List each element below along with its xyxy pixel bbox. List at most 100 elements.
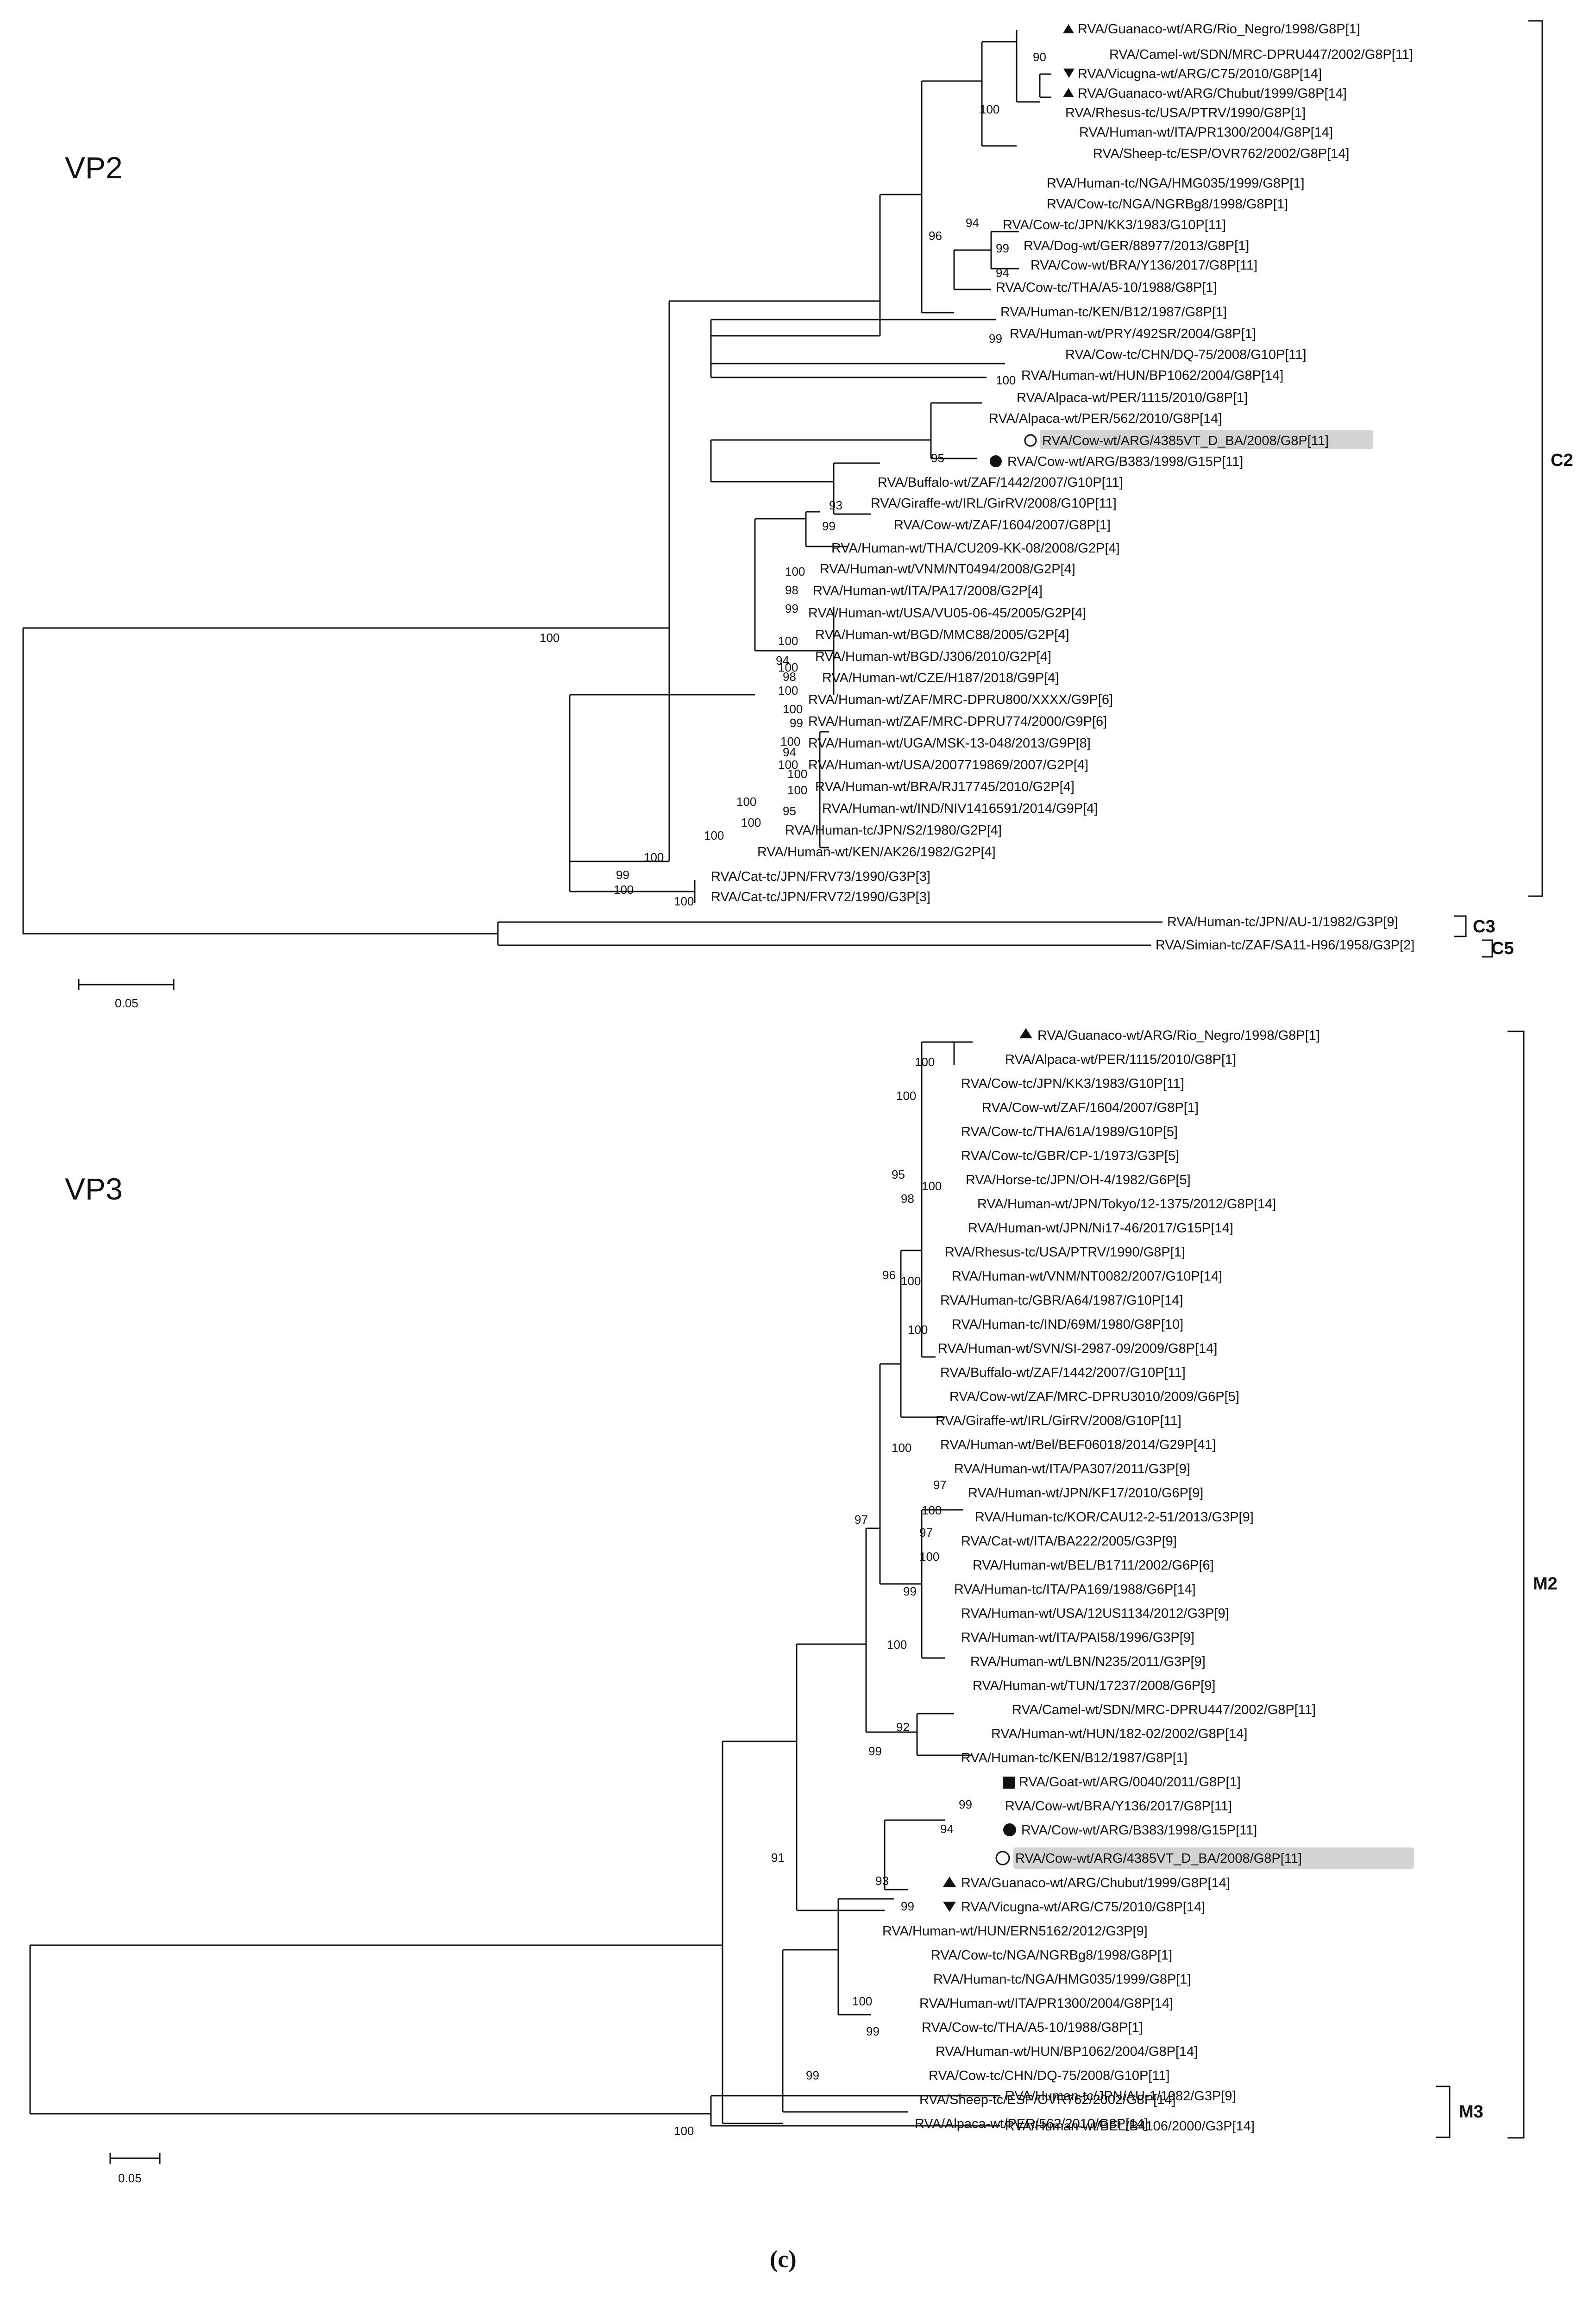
vp2-tip-label: RVA/Human-wt/USA/2007719869/2007/G2P[4] xyxy=(808,758,1088,773)
vp3-tip-label: RVA/Human-wt/ITA/PAI58/1996/G3P[9] xyxy=(961,1630,1194,1645)
vp2-branches xyxy=(22,30,1162,946)
bootstrap-value: 99 xyxy=(903,1584,917,1598)
vp3-tip-label: RVA/Cow-wt/BRA/Y136/2017/G8P[11] xyxy=(1005,1799,1232,1814)
open-circle-icon xyxy=(1024,434,1037,447)
clade-bracket-m3 xyxy=(1436,2085,1451,2138)
bootstrap-value: 99 xyxy=(790,716,803,730)
vp2-tip: RVA/Cat-tc/JPN/FRV72/1990/G3P[3] xyxy=(711,890,930,905)
bootstrap-value: 100 xyxy=(915,1055,935,1069)
vp3-tip-label: RVA/Human-wt/LBN/N235/2011/G3P[9] xyxy=(970,1654,1206,1669)
filled-square-icon xyxy=(1003,1777,1015,1789)
vp3-tip: RVA/Human-wt/BEL/B1711/2002/G6P[6] xyxy=(973,1558,1214,1573)
vp3-tip: RVA/Cow-tc/THA/A5-10/1988/G8P[1] xyxy=(922,2020,1143,2035)
bootstrap-value: 99 xyxy=(866,2024,880,2038)
vp2-tip: RVA/Human-wt/USA/2007719869/2007/G2P[4] xyxy=(808,758,1088,773)
vp3-tip-label: RVA/Rhesus-tc/USA/PTRV/1990/G8P[1] xyxy=(945,1245,1185,1260)
vp3-tip-label: RVA/Camel-wt/SDN/MRC-DPRU447/2002/G8P[11… xyxy=(1012,1702,1316,1717)
vp3-tip: RVA/Human-wt/LBN/N235/2011/G3P[9] xyxy=(970,1654,1206,1669)
bootstrap-value: 100 xyxy=(892,1441,911,1455)
vp2-tip-label: RVA/Cow-tc/CHN/DQ-75/2008/G10P[11] xyxy=(1065,347,1307,362)
bootstrap-value: 99 xyxy=(989,332,1002,345)
vp3-tip-label: RVA/Human-wt/HUN/ERN5162/2012/G3P[9] xyxy=(882,1924,1148,1939)
vp3-tip: RVA/Human-tc/ITA/PA169/1988/G6P[14] xyxy=(954,1582,1196,1597)
vp3-tip: RVA/Human-wt/ITA/PR1300/2004/G8P[14] xyxy=(919,1996,1173,2011)
vp2-tip: RVA/Giraffe-wt/IRL/GirRV/2008/G10P[11] xyxy=(871,496,1117,511)
vp2-panel: VP2 RVA/Guanaco-wt xyxy=(22,20,1573,1010)
vp3-tip: RVA/Cow-wt/ARG/B383/1998/G15P[11] xyxy=(1003,1823,1257,1838)
vp3-tip: RVA/Human-tc/NGA/HMG035/1999/G8P[1] xyxy=(933,1972,1191,1987)
vp2-tip: RVA/Cat-tc/JPN/FRV73/1990/G3P[3] xyxy=(711,869,930,884)
clade-label-m3: M3 xyxy=(1459,2102,1483,2122)
bootstrap-value: 100 xyxy=(614,883,634,897)
bootstrap-value: 95 xyxy=(892,1168,905,1181)
clade-label-c2: C2 xyxy=(1551,451,1573,470)
bootstrap-value: 99 xyxy=(959,1797,972,1811)
vp3-tip-label: RVA/Human-tc/IND/69M/1980/G8P[10] xyxy=(952,1317,1183,1332)
vp3-bootstrap-values: 100 100 95 100 98 96 100 100 100 97 100 … xyxy=(674,1055,972,2138)
bootstrap-value: 100 xyxy=(778,684,798,697)
vp3-tip: RVA/Giraffe-wt/IRL/GirRV/2008/G10P[11] xyxy=(936,1413,1181,1428)
vp3-tip: RVA/Human-wt/JPN/KF17/2010/G6P[9] xyxy=(968,1486,1203,1501)
bootstrap-value: 100 xyxy=(778,660,798,674)
vp3-tip-label: RVA/Human-wt/BEL/B4106/2000/G3P[14] xyxy=(1005,2119,1255,2134)
vp3-tip-label: RVA/Cow-tc/THA/61A/1989/G10P[5] xyxy=(961,1124,1178,1139)
vp2-tip: RVA/Dog-wt/GER/88977/2013/G8P[1] xyxy=(1024,239,1249,253)
vp2-tip: RVA/Human-wt/BRA/RJ17745/2010/G2P[4] xyxy=(815,779,1074,794)
vp2-tip: RVA/Sheep-tc/ESP/OVR762/2002/G8P[14] xyxy=(1093,146,1349,161)
vp3-tip-label: RVA/Human-tc/KEN/B12/1987/G8P[1] xyxy=(961,1751,1188,1765)
vp3-tip: RVA/Human-wt/JPN/Ni17-46/2017/G15P[14] xyxy=(968,1221,1233,1236)
vp3-tip: RVA/Cow-tc/THA/61A/1989/G10P[5] xyxy=(961,1124,1178,1139)
vp3-tip: RVA/Cow-tc/GBR/CP-1/1973/G3P[5] xyxy=(961,1149,1179,1163)
vp2-tip: RVA/Cow-tc/THA/A5-10/1988/G8P[1] xyxy=(996,280,1217,295)
vp3-tip: RVA/Camel-wt/SDN/MRC-DPRU447/2002/G8P[11… xyxy=(1012,1702,1316,1717)
vp3-tip-label: RVA/Human-wt/BEL/B1711/2002/G6P[6] xyxy=(973,1558,1214,1573)
vp3-tip-label: RVA/Vicugna-wt/ARG/C75/2010/G8P[14] xyxy=(961,1900,1205,1915)
bootstrap-value: 100 xyxy=(785,565,805,578)
vp2-clade-brackets: C2 C3 C5 xyxy=(1454,20,1573,958)
vp2-tip: RVA/Human-tc/JPN/AU-1/1982/G3P[9] xyxy=(1167,915,1398,930)
vp3-tip: RVA/Human-wt/HUN/BP1062/2004/G8P[14] xyxy=(936,2044,1198,2059)
bootstrap-value: 97 xyxy=(855,1513,868,1526)
scale-bar-line xyxy=(109,2153,161,2164)
highlight-box xyxy=(1040,430,1373,449)
vp3-tip-label: RVA/Guanaco-wt/ARG/Rio_Negro/1998/G8P[1] xyxy=(1037,1028,1320,1043)
vp2-tip-label: RVA/Human-tc/NGA/HMG035/1999/G8P[1] xyxy=(1047,176,1305,191)
vp2-tip: RVA/Cow-tc/CHN/DQ-75/2008/G10P[11] xyxy=(1065,347,1307,362)
bootstrap-value: 100 xyxy=(704,829,724,842)
bootstrap-value: 90 xyxy=(1033,50,1046,64)
bootstrap-value: 97 xyxy=(919,1526,933,1539)
vp3-tip: RVA/Human-tc/IND/69M/1980/G8P[10] xyxy=(952,1317,1183,1332)
vp2-tip-label: RVA/Vicugna-wt/ARG/C75/2010/G8P[14] xyxy=(1078,67,1322,82)
vp2-tip: RVA/Human-wt/THA/CU209-KK-08/2008/G2P[4] xyxy=(831,541,1120,556)
filled-circle-icon xyxy=(1003,1823,1016,1836)
vp2-title: VP2 xyxy=(65,151,123,185)
vp3-tip: RVA/Human-wt/HUN/ERN5162/2012/G3P[9] xyxy=(882,1924,1148,1939)
vp3-tip: RVA/Human-tc/KOR/CAU12-2-51/2013/G3P[9] xyxy=(975,1510,1254,1525)
bootstrap-value: 100 xyxy=(778,758,798,772)
bootstrap-value: 100 xyxy=(674,2124,694,2138)
vp2-tip-label: RVA/Human-wt/KEN/AK26/1982/G2P[4] xyxy=(757,845,996,860)
vp2-tip: RVA/Human-tc/JPN/S2/1980/G2P[4] xyxy=(785,823,1002,838)
bootstrap-value: 99 xyxy=(901,1899,914,1913)
vp2-tip-label: RVA/Human-wt/THA/CU209-KK-08/2008/G2P[4] xyxy=(831,541,1120,556)
vp3-tip-label: RVA/Goat-wt/ARG/0040/2011/G8P[1] xyxy=(1019,1775,1241,1790)
vp3-tip-label: RVA/Human-wt/SVN/SI-2987-09/2009/G8P[14] xyxy=(938,1341,1217,1356)
vp2-tip-label: RVA/Human-wt/VNM/NT0494/2008/G2P[4] xyxy=(820,562,1075,577)
vp2-tip: RVA/Human-wt/ZAF/MRC-DPRU774/2000/G9P[6] xyxy=(808,714,1107,729)
vp2-tip-label: RVA/Human-wt/ZAF/MRC-DPRU774/2000/G9P[6] xyxy=(808,714,1107,729)
vp3-tip: RVA/Human-wt/TUN/17237/2008/G6P[9] xyxy=(973,1678,1215,1693)
bootstrap-value: 93 xyxy=(875,1874,889,1888)
vp3-tip-label: RVA/Human-wt/HUN/BP1062/2004/G8P[14] xyxy=(936,2044,1198,2059)
vp3-tip: RVA/Human-wt/HUN/182-02/2002/G8P[14] xyxy=(991,1727,1247,1741)
vp3-tip: RVA/Human-tc/GBR/A64/1987/G10P[14] xyxy=(940,1293,1183,1308)
vp3-tip-label: RVA/Sheep-tc/ESP/OVR762/2002/G8P[14] xyxy=(919,2092,1175,2107)
vp3-tip-label: RVA/Cow-wt/ZAF/1604/2007/G8P[1] xyxy=(982,1100,1199,1115)
clade-label-m2: M2 xyxy=(1533,1574,1558,1594)
vp2-tip-label: RVA/Human-wt/USA/VU05-06-45/2005/G2P[4] xyxy=(808,606,1086,621)
vp2-tip: RVA/Rhesus-tc/USA/PTRV/1990/G8P[1] xyxy=(1065,106,1306,120)
vp3-tip-label: RVA/Human-wt/JPN/Ni17-46/2017/G15P[14] xyxy=(968,1221,1233,1236)
vp3-tip: RVA/Rhesus-tc/USA/PTRV/1990/G8P[1] xyxy=(945,1245,1185,1260)
vp2-tip-label: RVA/Human-wt/HUN/BP1062/2004/G8P[14] xyxy=(1021,368,1283,383)
vp3-tip-label: RVA/Buffalo-wt/ZAF/1442/2007/G10P[11] xyxy=(940,1365,1186,1380)
